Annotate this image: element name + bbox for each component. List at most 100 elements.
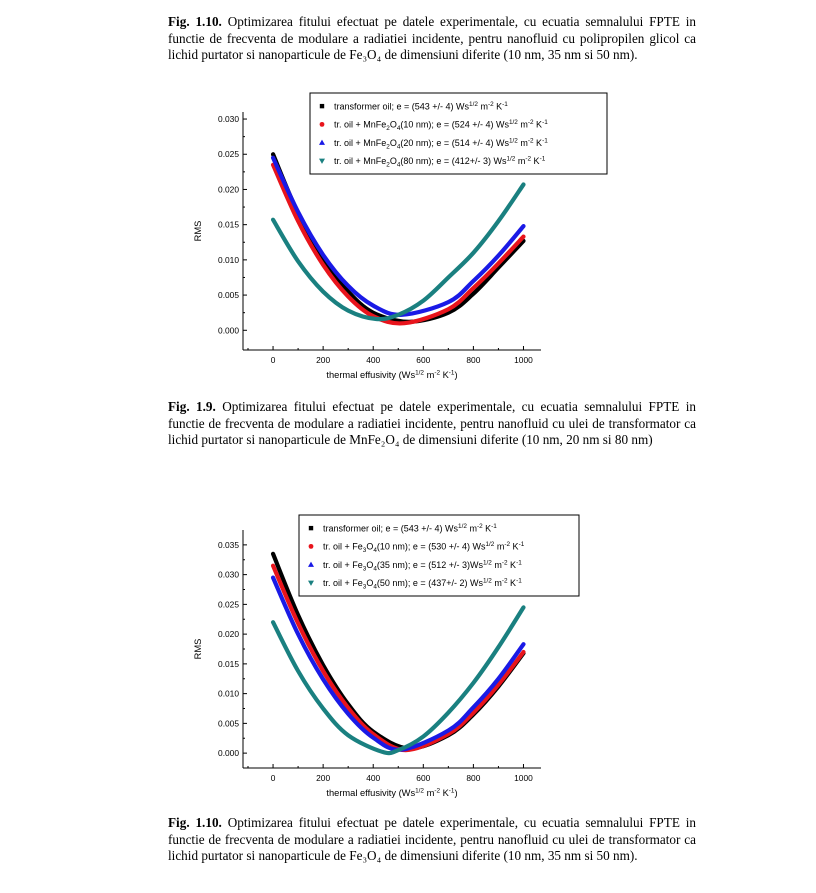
series-2-point [271, 156, 275, 160]
series-2-curve [270, 155, 526, 317]
series-0-point [271, 152, 275, 156]
series-1-point [471, 711, 475, 715]
legend-entry-3: tr. oil + MnFe2​O4​(80 nm); e = (412+/- … [334, 156, 546, 169]
series-0-point [346, 290, 350, 293]
y-tick-label: 0.005 [218, 290, 239, 300]
series-1-point [346, 295, 350, 298]
series-2-point [497, 254, 500, 258]
series-3-point [471, 681, 475, 685]
x-tick-label: 0 [271, 773, 276, 783]
series-3-point [346, 733, 350, 737]
y-tick-label: 0.005 [218, 718, 239, 728]
x-tick-label: 200 [316, 355, 330, 365]
series-3-curve [270, 605, 526, 756]
series-3-point [497, 645, 500, 649]
series-2-point [497, 677, 500, 681]
series-0-point [296, 613, 300, 617]
series-1-point [321, 669, 325, 673]
series-2-point [321, 677, 325, 681]
y-tick-label: 0.025 [218, 149, 239, 159]
x-tick-label: 400 [366, 355, 380, 365]
series-1-point [296, 219, 300, 223]
series-2-point [296, 632, 300, 636]
legend-marker-0 [319, 103, 325, 109]
series-0-point [471, 292, 475, 296]
series-3-point [346, 309, 350, 312]
series-3-point [271, 620, 275, 624]
legend-marker-3 [319, 158, 325, 164]
legend-entry-2: tr. oil + MnFe2​O4​(20 nm); e = (514 +/-… [334, 137, 548, 150]
series-3-point [497, 219, 500, 223]
series-3-point [421, 735, 425, 738]
x-tick-label: 1000 [514, 773, 533, 783]
legend-entry-1: tr. oil + MnFe2​O4​(10 nm); e = (524 +/-… [334, 119, 548, 132]
series-2-point [471, 279, 475, 283]
caption-top-label: Fig. 1.10. [168, 14, 222, 29]
y-axis-label: RMS [193, 221, 203, 242]
y-axis-label: RMS [193, 639, 203, 660]
series-3-point [321, 707, 325, 710]
x-tick-label: 400 [366, 773, 380, 783]
series-3-point [396, 748, 400, 752]
series-2-point [371, 304, 375, 308]
series-3-point [446, 276, 450, 279]
legend-marker-3 [308, 580, 314, 586]
y-tick-label: 0.000 [218, 748, 239, 758]
series-1-point [497, 683, 500, 687]
x-tick-label: 0 [271, 355, 276, 365]
legend: transformer oil; e = (543 +/- 4) Ws1/2​ … [309, 92, 608, 175]
series-3-point [374, 317, 378, 321]
series-3-point [296, 669, 300, 673]
caption-bot-text: Optimizarea fitului efectuat pe datele e… [168, 815, 696, 863]
x-tick-label: 800 [466, 773, 480, 783]
legend: transformer oil; e = (543 +/- 4) Ws1/2​ … [298, 514, 580, 597]
y-tick-label: 0.030 [218, 570, 239, 580]
series-2-point [271, 576, 275, 579]
legend-marker-2 [319, 139, 325, 145]
y-tick-label: 0.025 [218, 599, 239, 609]
y-tick-label: 0.015 [218, 659, 239, 669]
y-tick-label: 0.035 [218, 540, 239, 550]
series-1-point [346, 706, 350, 710]
series-1-point [402, 321, 406, 325]
series-3-point [421, 299, 425, 303]
x-tick-label: 1000 [514, 355, 533, 365]
caption-bot-label: Fig. 1.10. [168, 815, 222, 830]
caption-mid-text: Optimizarea fitului efectuat pe datele e… [168, 399, 696, 447]
y-tick-label: 0.000 [218, 325, 239, 335]
series-3-point [522, 183, 525, 186]
series-2-point [296, 210, 300, 214]
caption-top-text: Optimizarea fitului efectuat pe datele e… [168, 14, 696, 62]
series-3-point [471, 251, 475, 255]
series-0-point [371, 311, 375, 315]
series-2-point [371, 736, 375, 740]
series-1-point [522, 235, 525, 239]
series-2-point [321, 253, 325, 257]
series-2-point [522, 224, 525, 228]
y-tick-label: 0.010 [218, 255, 239, 265]
x-tick-label: 600 [416, 355, 430, 365]
series-3-point [396, 313, 400, 317]
series-1-point [271, 564, 275, 568]
series-2-curve [270, 575, 526, 752]
series-1-point [471, 286, 475, 290]
series-0-point [446, 311, 450, 315]
series-2-point [446, 300, 450, 304]
series-1-curve [270, 162, 526, 326]
series-0-point [271, 552, 275, 556]
legend-box [298, 514, 580, 597]
legend-box [309, 92, 608, 175]
series-3-point [321, 290, 325, 293]
legend-marker-2 [308, 561, 314, 567]
y-tick-label: 0.010 [218, 689, 239, 699]
series-1-curve [270, 563, 526, 753]
caption-bot: Fig. 1.10. Optimizarea fitului efectuat … [168, 815, 696, 865]
y-tick-label: 0.015 [218, 220, 239, 230]
x-tick-label: 600 [416, 773, 430, 783]
legend-entry-1: tr. oil + Fe3​O4​(10 nm); e = (530 +/- 4… [323, 541, 525, 554]
series-2-point [522, 642, 525, 646]
x-axis-label: thermal effusivity (Ws1/2​ m-2​ K-1​) [326, 788, 457, 799]
series-1-point [296, 622, 300, 625]
